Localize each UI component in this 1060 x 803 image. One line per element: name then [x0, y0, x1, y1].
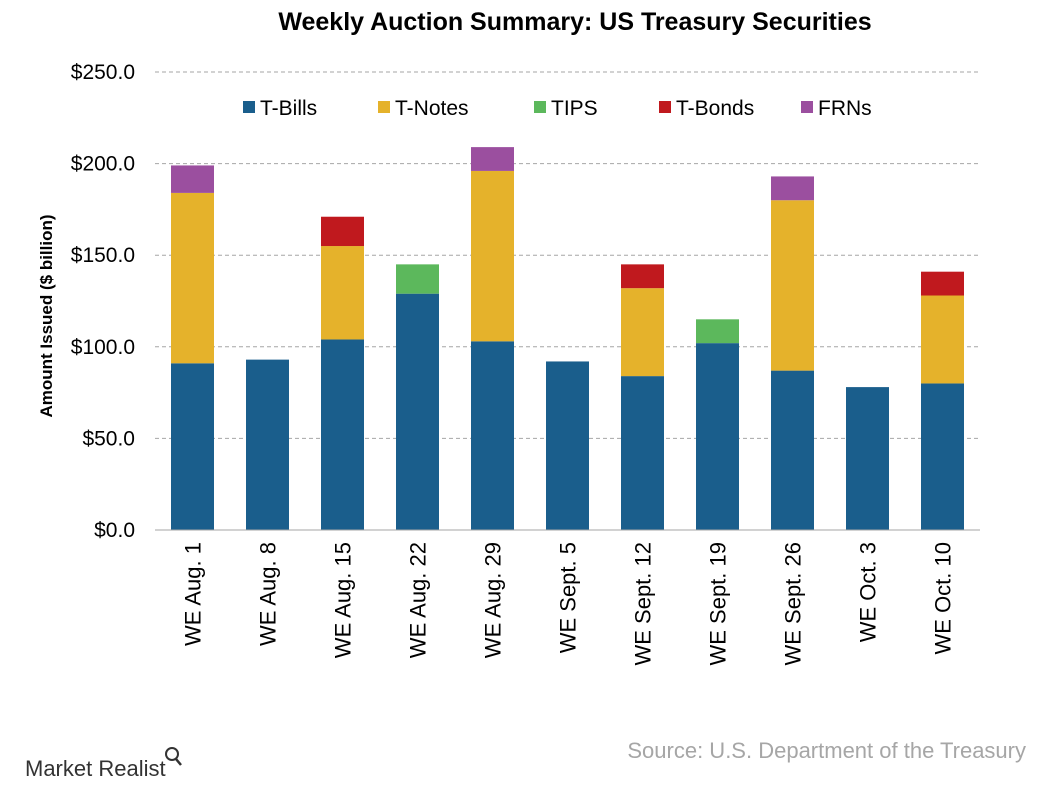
bar-segment	[471, 170, 514, 342]
legend-swatch	[378, 101, 390, 113]
legend-label: T-Bills	[260, 97, 317, 120]
legend-swatch	[534, 101, 546, 113]
x-axis-ticks: WE Aug. 1 WE Aug. 8 WE Aug. 15 WE Aug. 22 WE…	[181, 542, 956, 666]
chart-title: Weekly Auction Summary: US Treasury Secu…	[278, 8, 871, 36]
bar-segment	[621, 376, 664, 530]
magnifier-icon	[165, 747, 182, 766]
bar-segment	[471, 147, 514, 171]
x-tick-label: WE Aug. 1	[181, 542, 206, 646]
x-tick-label: WE Sept. 5	[556, 542, 581, 653]
bar-segment	[471, 341, 514, 530]
bar-segment	[771, 200, 814, 371]
legend-label: FRNs	[818, 97, 872, 120]
x-tick-label: WE Sept. 12	[631, 542, 656, 666]
bar-segment	[696, 319, 739, 344]
y-tick-label: $0.0	[94, 519, 135, 542]
legend-label: T-Notes	[395, 97, 469, 120]
logo-text: Market Realist	[25, 756, 166, 781]
bar-segment	[171, 363, 214, 530]
logo: Market Realist	[25, 747, 182, 781]
gridlines	[155, 71, 980, 439]
y-tick-label: $250.0	[71, 61, 135, 84]
bar-segment	[546, 361, 589, 530]
x-tick-label: WE Aug. 29	[481, 542, 506, 658]
x-tick-label: WE Oct. 10	[931, 542, 956, 654]
bar-segment	[321, 246, 364, 340]
x-tick-label: WE Aug. 22	[406, 542, 431, 658]
bar-segment	[921, 383, 964, 530]
bar-segment	[396, 264, 439, 294]
bar-segment	[696, 343, 739, 530]
bar-segment	[771, 176, 814, 201]
y-tick-label: $50.0	[82, 427, 135, 450]
legend-swatch	[243, 101, 255, 113]
bar-segment	[171, 192, 214, 364]
y-axis-ticks: $0.0 $50.0 $100.0 $150.0 $200.0 $250.0	[71, 61, 135, 542]
legend-label: T-Bonds	[676, 97, 754, 120]
bar-segment	[171, 165, 214, 193]
bar-segment	[396, 293, 439, 530]
y-axis-label: Amount Issued ($ billion)	[37, 214, 56, 417]
legend-swatch	[659, 101, 671, 113]
bar-segment	[921, 271, 964, 296]
legend: T-Bills T-Notes TIPS T-Bonds FRNs	[243, 97, 872, 120]
bar-segment	[246, 359, 289, 530]
legend-swatch	[801, 101, 813, 113]
y-tick-label: $200.0	[71, 153, 135, 176]
bars	[155, 147, 980, 531]
bar-segment	[921, 295, 964, 384]
x-tick-label: WE Oct. 3	[856, 542, 881, 642]
bar-segment	[771, 370, 814, 530]
bar-segment	[846, 387, 889, 530]
y-tick-label: $100.0	[71, 336, 135, 359]
bar-segment	[621, 288, 664, 377]
bar-segment	[621, 264, 664, 289]
y-tick-label: $150.0	[71, 244, 135, 267]
x-tick-label: WE Aug. 15	[331, 542, 356, 658]
bar-segment	[321, 339, 364, 530]
x-tick-label: WE Aug. 8	[256, 542, 281, 646]
bar-segment	[321, 216, 364, 247]
x-tick-label: WE Sept. 19	[706, 542, 731, 666]
legend-label: TIPS	[551, 97, 598, 120]
x-tick-label: WE Sept. 26	[781, 542, 806, 666]
source-note: Source: U.S. Department of the Treasury	[627, 738, 1026, 763]
